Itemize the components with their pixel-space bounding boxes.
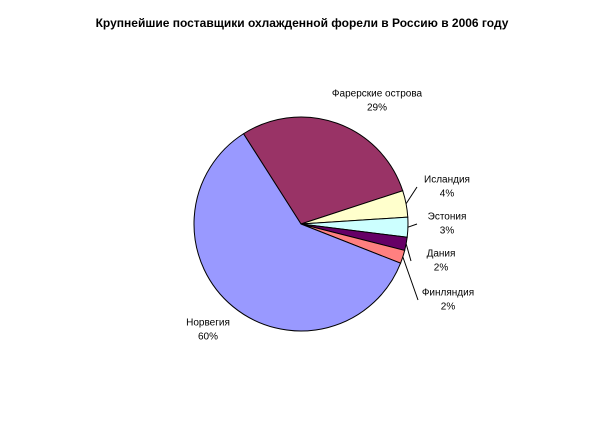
value-label: 2% (441, 302, 456, 313)
slice-label: Исландия (424, 175, 470, 186)
leader-line (402, 256, 419, 301)
leader-line (407, 223, 418, 228)
value-label: 29% (367, 103, 387, 114)
pie-slice (193, 133, 402, 332)
slice-label: Финляндия (422, 288, 474, 299)
slice-label: Эстония (428, 212, 467, 223)
value-label: 4% (440, 189, 455, 200)
value-label: 3% (440, 226, 455, 237)
value-label: 2% (434, 263, 449, 274)
value-label: 60% (198, 332, 218, 343)
slice-label: Норвегия (186, 318, 230, 329)
chart-title: Крупнейшие поставщики охлажденной форели… (96, 16, 509, 30)
pie-slice (242, 116, 404, 225)
leader-line (405, 186, 418, 205)
slice-label: Дания (427, 249, 456, 260)
slice-label: Фарерские острова (332, 89, 423, 100)
leader-line (405, 243, 412, 262)
